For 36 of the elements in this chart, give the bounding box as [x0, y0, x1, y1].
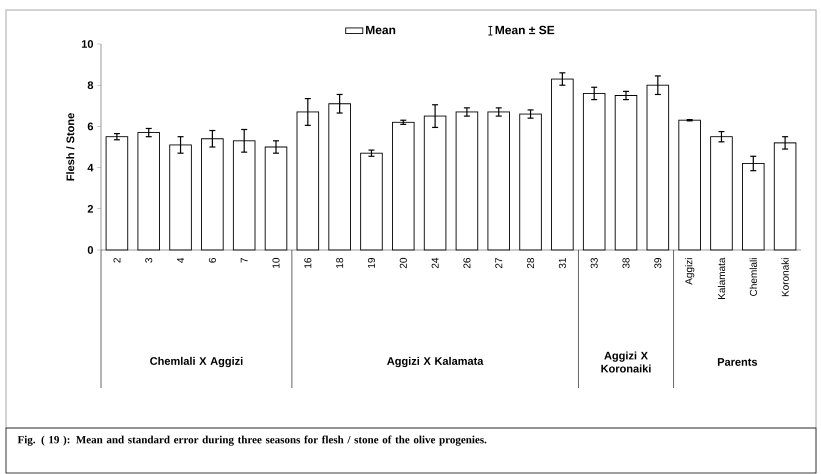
- text: Fig. ( 19 ): Mean and standard error during three seasons for flesh / stone of the olive progenies.: [18, 436, 486, 446]
- x-tick-label: 24: [432, 258, 439, 268]
- y-tick-label: 10: [82, 40, 94, 48]
- x-tick-label: 4: [177, 258, 184, 263]
- x-tick-label: 6: [208, 258, 216, 263]
- text: Aggizi X Koronaiki: [601, 351, 651, 373]
- x-tick-label: 33: [590, 258, 598, 268]
- x-tick-label: Koronaki: [781, 258, 789, 296]
- y-tick-label: 2: [88, 204, 94, 213]
- x-tick-label: 2: [113, 258, 120, 263]
- y-tick-label: 8: [88, 81, 94, 90]
- x-tick-label: 26: [463, 258, 470, 268]
- x-tick-label: 39: [654, 258, 662, 268]
- x-tick-label: 18: [336, 258, 344, 268]
- y-axis-title: Flesh / Stone: [66, 113, 74, 180]
- x-tick-label: Aggizi: [684, 258, 694, 285]
- text: Chemlali X Aggizi: [150, 356, 242, 368]
- x-tick-label: 10: [272, 258, 280, 268]
- x-tick-label: 19: [368, 258, 375, 268]
- x-tick-label: Kalamata: [718, 258, 726, 299]
- x-tick-label: 16: [304, 258, 312, 268]
- x-tick-label: 38: [622, 258, 630, 268]
- text: Parents: [718, 358, 758, 366]
- x-tick-label: 27: [495, 258, 502, 268]
- x-tick-label: 7: [240, 258, 248, 263]
- text: Aggizi X Kalamata: [387, 356, 484, 368]
- y-tick-label: 6: [88, 122, 94, 130]
- x-tick-label: 20: [400, 258, 407, 268]
- x-tick-label: 31: [558, 258, 566, 268]
- x-tick-label: Chemlali: [750, 258, 757, 296]
- y-tick-label: 4: [88, 164, 94, 172]
- x-tick-label: 3: [145, 258, 152, 263]
- y-tick-label: 0: [88, 246, 94, 254]
- x-tick-label: 28: [527, 258, 534, 268]
- text: Mean ± SE: [496, 26, 554, 34]
- legend-label: Mean: [366, 26, 396, 34]
